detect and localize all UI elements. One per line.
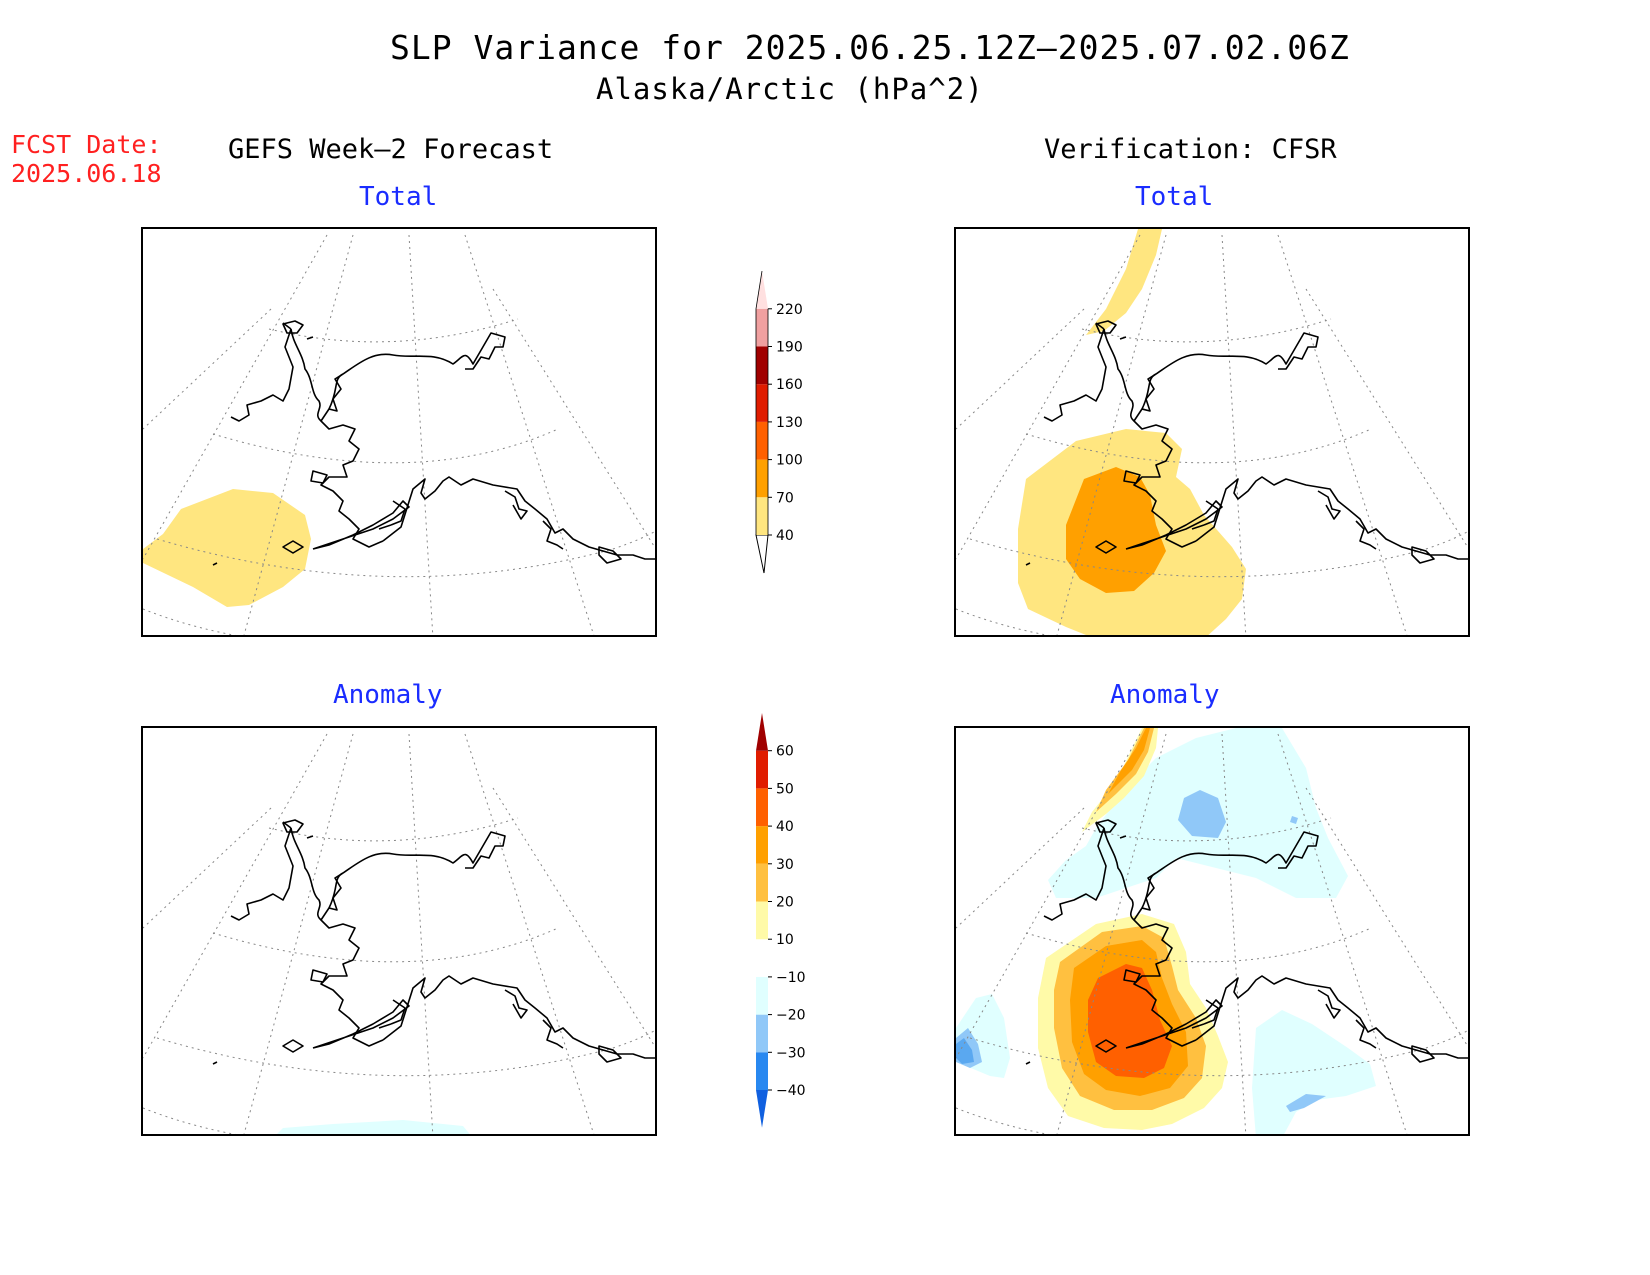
anomaly-colorbar-label: −30 <box>776 1045 806 1061</box>
main-title: SLP Variance for 2025.06.25.12Z–2025.07.… <box>390 28 1350 67</box>
total-colorbar-bottom-cap <box>755 534 769 574</box>
fcst-date-label: FCST Date: <box>11 130 162 159</box>
anomaly-colorbar-label: 60 <box>776 744 794 760</box>
left-column-title: GEFS Week–2 Forecast <box>228 134 554 165</box>
forecast-total-map <box>141 227 657 637</box>
anomaly-colorbar-label: 40 <box>776 819 794 835</box>
anomaly-colorbar-segment <box>756 788 768 827</box>
verif-anom-neg30-west <box>956 1038 974 1064</box>
total-colorbar-segment <box>756 271 768 309</box>
anomaly-colorbar-segment <box>756 1014 768 1053</box>
total-colorbar-segment <box>756 459 768 498</box>
fcst-total-title: Total <box>359 182 438 212</box>
verif-anom-neg10-east <box>1252 1010 1376 1134</box>
total-colorbar-label: 40 <box>776 528 794 544</box>
verif-anomaly-title: Anomaly <box>1110 680 1220 710</box>
anomaly-colorbar-label: 30 <box>776 857 794 873</box>
total-colorbar-label: 160 <box>776 377 803 393</box>
total-colorbar-segment <box>756 497 768 535</box>
total-colorbar-segment <box>756 346 768 385</box>
total-colorbar-label: 190 <box>776 340 803 356</box>
anomaly-colorbar-label: 20 <box>776 895 794 911</box>
total-colorbar-segment <box>756 384 768 422</box>
verification-total-map <box>954 227 1470 637</box>
fcst-date-value: 2025.06.18 <box>11 159 162 188</box>
fcst-anomaly-shading-neg10 <box>277 1120 470 1134</box>
anomaly-colorbar-segment <box>756 901 768 940</box>
total-colorbar: 40 70 100 130 160 190 220 <box>755 271 803 574</box>
forecast-anomaly-map <box>141 726 657 1136</box>
total-colorbar-segment <box>756 421 768 460</box>
total-colorbar-label: 220 <box>776 302 803 318</box>
subtitle: Alaska/Arctic (hPa^2) <box>596 72 984 106</box>
verification-anomaly-map <box>954 726 1470 1136</box>
verif-anom-pos30-north <box>1108 728 1150 794</box>
total-colorbar-label: 100 <box>776 453 803 469</box>
verif-total-title: Total <box>1135 182 1214 212</box>
anomaly-colorbar-segment <box>756 826 768 864</box>
fcst-anomaly-title: Anomaly <box>333 680 443 710</box>
verif-anom-neg20-small <box>1290 816 1298 824</box>
anomaly-colorbar-label: −20 <box>776 1008 806 1024</box>
verif-anom-neg20-east <box>1286 1094 1326 1112</box>
anomaly-colorbar: −40 −30 −20 −10 10 20 30 40 50 60 <box>756 713 806 1128</box>
anomaly-colorbar-segment <box>756 1052 768 1090</box>
verif-total-north-40 <box>1086 229 1162 335</box>
anomaly-colorbar-segment <box>756 1090 768 1128</box>
total-colorbar-label: 70 <box>776 490 794 506</box>
total-colorbar-label: 130 <box>776 415 803 431</box>
verif-anom-neg20-north <box>1178 790 1226 838</box>
anomaly-colorbar-segment <box>756 939 768 977</box>
anomaly-colorbar-segment <box>756 863 768 902</box>
anomaly-colorbar-label: −40 <box>776 1083 806 1099</box>
right-column-title: Verification: CFSR <box>1044 134 1337 165</box>
anomaly-colorbar-label: −10 <box>776 970 806 986</box>
anomaly-colorbar-label: 50 <box>776 781 794 797</box>
fcst-total-shading-40 <box>143 489 311 607</box>
anomaly-colorbar-segment <box>756 976 768 1015</box>
anomaly-colorbar-segment <box>756 713 768 751</box>
verif-total-shading-70 <box>1066 467 1166 593</box>
anomaly-colorbar-label: 10 <box>776 932 794 948</box>
anomaly-colorbar-segment <box>756 750 768 789</box>
total-colorbar-segment <box>756 308 768 347</box>
